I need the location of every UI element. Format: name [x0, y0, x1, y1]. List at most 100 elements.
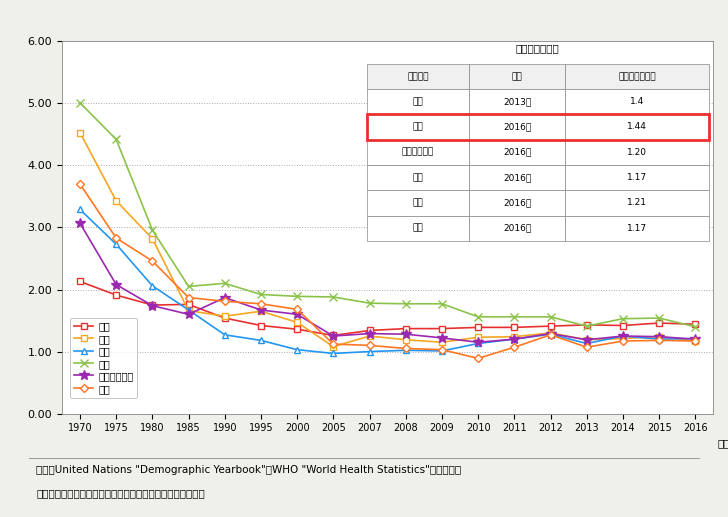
Bar [470, 216, 565, 241]
Bar [565, 89, 709, 114]
日本 [148, 302, 157, 308]
Line: 日本: 日本 [77, 279, 698, 338]
タイ [365, 300, 374, 306]
Text: 台湾: 台湾 [413, 224, 424, 233]
日本 [438, 326, 446, 332]
韓国 [76, 129, 84, 135]
香港 [329, 351, 338, 357]
Text: タイ: タイ [413, 97, 424, 106]
香港 [112, 241, 121, 247]
香港 [148, 283, 157, 289]
Bar [367, 89, 470, 114]
Bar [470, 190, 565, 216]
香港 [401, 347, 410, 354]
台湾 [438, 346, 446, 353]
日本 [184, 301, 193, 308]
Bar [470, 64, 565, 89]
シンガポール [112, 281, 121, 287]
Text: 2016年: 2016年 [503, 199, 531, 207]
Legend: 日本, 韓国, 香港, タイ, シンガポール, 台湾: 日本, 韓国, 香港, タイ, シンガポール, 台湾 [70, 317, 138, 398]
Line: シンガポール: シンガポール [75, 218, 700, 347]
タイ [112, 136, 121, 143]
Line: 韓国: 韓国 [77, 130, 698, 349]
タイ [293, 293, 301, 299]
Text: 国・地域: 国・地域 [408, 72, 429, 81]
日本 [582, 322, 591, 328]
タイ [654, 315, 663, 321]
Text: 2016年: 2016年 [503, 148, 531, 157]
Bar [565, 114, 709, 140]
タイ [582, 323, 591, 329]
台湾 [329, 341, 338, 347]
Bar [565, 64, 709, 89]
タイ [221, 280, 229, 286]
韓国 [293, 320, 301, 326]
シンガポール [401, 331, 410, 337]
シンガポール [691, 336, 700, 342]
Text: 合計特殊出生率: 合計特殊出生率 [516, 43, 560, 53]
シンガポール [474, 339, 483, 345]
台湾 [654, 337, 663, 343]
シンガポール [221, 295, 229, 301]
Bar [565, 140, 709, 165]
Text: （年）: （年） [718, 438, 728, 449]
台湾 [148, 258, 157, 264]
Text: 香港: 香港 [413, 199, 424, 207]
タイ [401, 301, 410, 307]
タイ [76, 100, 84, 106]
Text: 日本は厚生労働省「人口動態統計」を基に内閣府作成: 日本は厚生労働省「人口動態統計」を基に内閣府作成 [36, 489, 205, 498]
Bar [470, 89, 565, 114]
Text: 1.4: 1.4 [630, 97, 644, 106]
韓国 [510, 333, 519, 340]
韓国 [582, 337, 591, 343]
台湾 [619, 338, 628, 344]
香港 [582, 340, 591, 346]
台湾 [510, 344, 519, 351]
香港 [438, 348, 446, 354]
タイ [148, 227, 157, 233]
日本 [221, 315, 229, 321]
台湾 [293, 306, 301, 312]
日本 [474, 324, 483, 330]
Bar [565, 190, 709, 216]
シンガポール [329, 333, 338, 339]
韓国 [365, 333, 374, 339]
Bar [470, 114, 565, 140]
韓国 [184, 308, 193, 314]
台湾 [221, 298, 229, 305]
日本 [401, 326, 410, 332]
Bar [470, 140, 565, 165]
シンガポール [510, 336, 519, 342]
香港 [256, 337, 265, 343]
シンガポール [256, 307, 265, 313]
Line: 台湾: 台湾 [77, 181, 698, 361]
Text: 資料：United Nations "Demographic Yearbook"、WHO "World Health Statistics"、各国統計: 資料：United Nations "Demographic Yearbook"… [36, 465, 462, 475]
韓国 [401, 337, 410, 343]
Bar [367, 190, 470, 216]
Text: 年次: 年次 [512, 72, 523, 81]
シンガポール [184, 311, 193, 317]
台湾 [184, 295, 193, 301]
タイ [619, 315, 628, 322]
台湾 [76, 181, 84, 187]
Text: 2016年: 2016年 [503, 123, 531, 131]
香港 [184, 307, 193, 313]
シンガポール [438, 335, 446, 341]
韓国 [654, 333, 663, 340]
香港 [654, 336, 663, 342]
タイ [438, 301, 446, 307]
韓国 [112, 197, 121, 204]
シンガポール [619, 333, 628, 339]
日本 [329, 332, 338, 339]
香港 [76, 206, 84, 212]
Text: 2016年: 2016年 [503, 224, 531, 233]
香港 [474, 340, 483, 346]
シンガポール [365, 330, 374, 337]
日本 [256, 323, 265, 329]
タイ [510, 314, 519, 320]
Bar [367, 64, 470, 89]
台湾 [112, 235, 121, 241]
シンガポール [546, 330, 555, 337]
韓国 [221, 313, 229, 320]
Text: 1.44: 1.44 [627, 123, 647, 131]
